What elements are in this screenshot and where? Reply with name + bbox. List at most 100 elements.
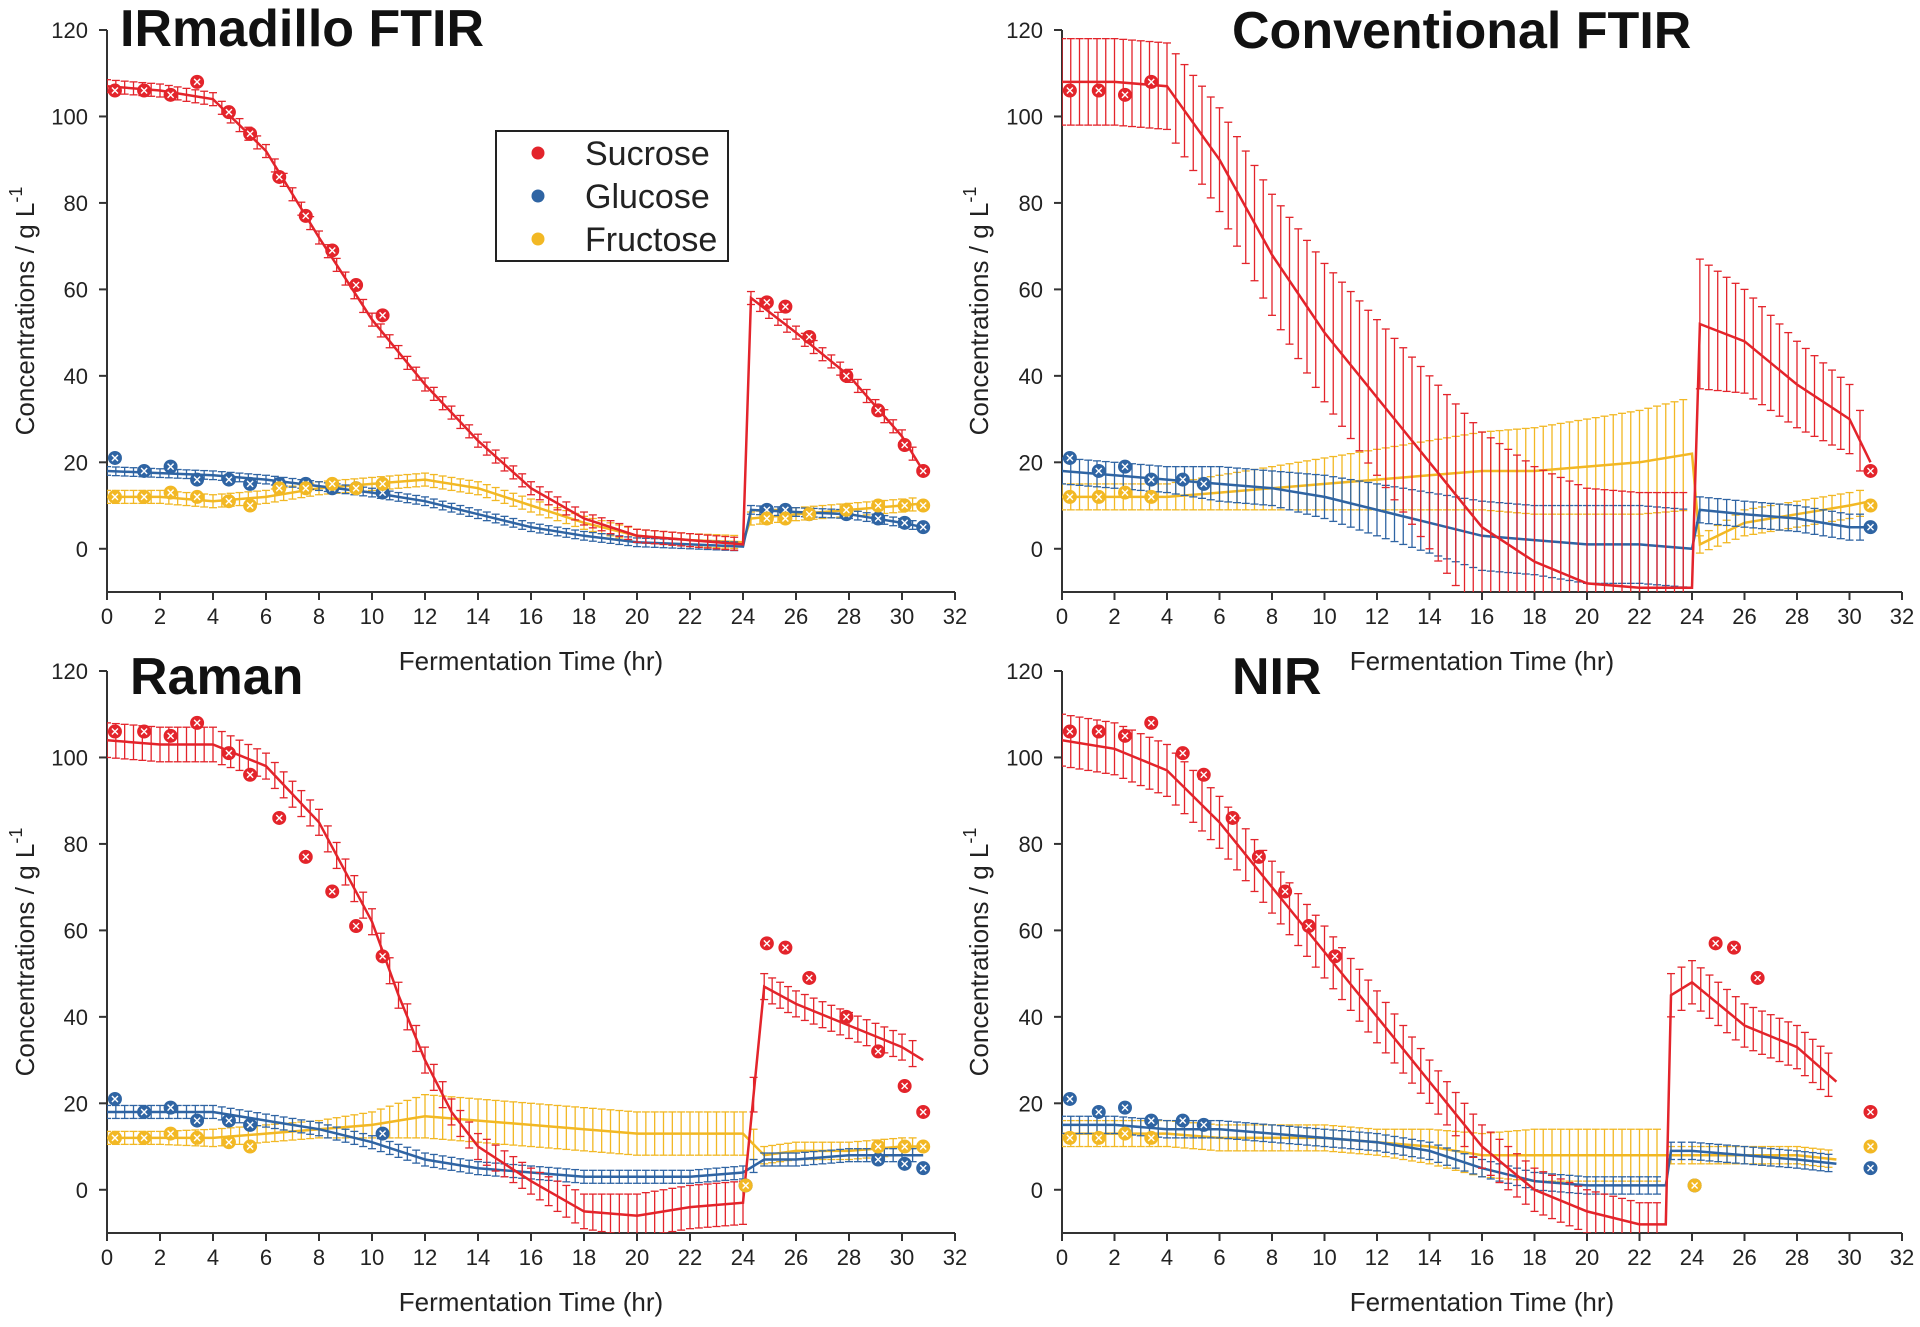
y-tick-label: 0 — [1031, 537, 1043, 562]
x-tick-label: 8 — [313, 604, 325, 629]
x-axis-title: Fermentation Time (hr) — [1350, 1287, 1614, 1317]
y-axis-title: Concentrations / g L-1 — [6, 187, 40, 436]
data-point-mark — [167, 489, 175, 497]
y-tick-label: 20 — [1019, 1091, 1043, 1116]
panel-title: Conventional FTIR — [1232, 2, 1691, 60]
x-tick-label: 20 — [625, 604, 649, 629]
data-point-mark — [167, 1104, 175, 1112]
panel-title: IRmadillo FTIR — [120, 0, 484, 58]
data-point-mark — [1147, 493, 1155, 501]
data-point-mark — [225, 497, 233, 505]
data-point-mark — [874, 502, 882, 510]
data-point-mark — [225, 749, 233, 757]
data-point-mark — [1730, 944, 1738, 952]
data-point-mark — [302, 853, 310, 861]
data-point-mark — [352, 922, 360, 930]
reference-points-sucrose — [107, 715, 931, 1119]
data-point-mark — [352, 281, 360, 289]
x-tick-label: 32 — [1890, 604, 1914, 629]
data-point-mark — [1867, 523, 1874, 531]
data-point-mark — [1095, 728, 1103, 736]
x-axis-title: Fermentation Time (hr) — [1350, 646, 1614, 676]
x-tick-label: 0 — [1056, 604, 1068, 629]
plot-area — [107, 74, 931, 552]
x-tick-label: 32 — [943, 1245, 967, 1270]
y-tick-label: 0 — [76, 537, 88, 562]
y-tick-label: 0 — [1031, 1178, 1043, 1203]
data-point-mark — [742, 1181, 750, 1189]
y-axis-title-sup: -1 — [6, 828, 26, 844]
data-point-mark — [781, 944, 789, 952]
data-point-mark — [805, 333, 813, 341]
y-tick-label: 120 — [1006, 18, 1043, 43]
x-tick-label: 22 — [1627, 604, 1651, 629]
plot-area — [1062, 37, 1878, 592]
x-tick-label: 2 — [154, 1245, 166, 1270]
data-point-mark — [1095, 1134, 1103, 1142]
y-axis-title-sup: -1 — [960, 187, 980, 203]
data-point-mark — [193, 78, 201, 86]
data-point-mark — [225, 1138, 233, 1146]
y-tick-label: 80 — [1019, 191, 1043, 216]
x-tick-label: 4 — [1161, 1245, 1173, 1270]
y-tick-label: 60 — [1019, 277, 1043, 302]
y-tick-label: 20 — [64, 450, 88, 475]
data-point-mark — [328, 887, 336, 895]
x-tick-label: 18 — [572, 604, 596, 629]
data-point-mark — [111, 493, 119, 501]
x-tick-label: 12 — [413, 604, 437, 629]
y-tick-label: 120 — [51, 659, 88, 684]
x-tick-label: 8 — [1266, 604, 1278, 629]
y-tick-label: 40 — [1019, 1005, 1043, 1030]
x-tick-label: 6 — [260, 604, 272, 629]
data-point-mark — [901, 519, 909, 527]
data-point-mark — [919, 1164, 927, 1172]
data-point-mark — [111, 454, 119, 462]
y-tick-label: 80 — [64, 191, 88, 216]
data-point-mark — [1121, 732, 1129, 740]
y-axis-title: Concentrations / g L-1 — [6, 828, 40, 1077]
data-point-mark — [246, 130, 254, 138]
data-point-mark — [1331, 952, 1339, 960]
data-point-mark — [874, 406, 882, 414]
reference-points-fructose — [107, 1126, 931, 1193]
data-point-mark — [1121, 489, 1129, 497]
y-tick-label: 40 — [1019, 364, 1043, 389]
legend-label-glucose: Glucose — [585, 178, 710, 216]
data-point-mark — [352, 484, 360, 492]
data-point-mark — [246, 502, 254, 510]
data-point-mark — [919, 523, 927, 531]
data-point-mark — [1147, 719, 1155, 727]
data-point-mark — [379, 952, 387, 960]
y-axis-title-main: Concentrations / g L — [964, 203, 994, 436]
data-point-mark — [193, 1117, 201, 1125]
reference-points-glucose — [1062, 1091, 1878, 1193]
data-point-mark — [1147, 1134, 1155, 1142]
x-tick-label: 30 — [1837, 604, 1861, 629]
data-point-mark — [275, 814, 283, 822]
x-tick-label: 28 — [837, 604, 861, 629]
data-point-mark — [919, 467, 927, 475]
x-tick-label: 12 — [413, 1245, 437, 1270]
x-tick-label: 24 — [731, 1245, 755, 1270]
data-point-mark — [1066, 493, 1074, 501]
data-point-mark — [225, 1117, 233, 1125]
data-point-mark — [763, 515, 771, 523]
data-point-mark — [1200, 1121, 1208, 1129]
x-tick-label: 4 — [207, 1245, 219, 1270]
x-tick-label: 12 — [1365, 1245, 1389, 1270]
data-point-mark — [302, 484, 310, 492]
y-tick-label: 60 — [64, 918, 88, 943]
data-point-mark — [1867, 1108, 1874, 1116]
data-point-mark — [1179, 1117, 1187, 1125]
x-tick-label: 10 — [1312, 1245, 1336, 1270]
y-axis-title: Concentrations / g L-1 — [960, 828, 994, 1077]
x-tick-label: 30 — [1837, 1245, 1861, 1270]
y-axis-title-sup: -1 — [6, 187, 26, 203]
data-point-mark — [901, 502, 909, 510]
data-point-mark — [111, 87, 119, 95]
data-point-mark — [1255, 853, 1263, 861]
data-point-mark — [379, 480, 387, 488]
legend-label-fructose: Fructose — [585, 221, 717, 259]
data-point-mark — [193, 476, 201, 484]
